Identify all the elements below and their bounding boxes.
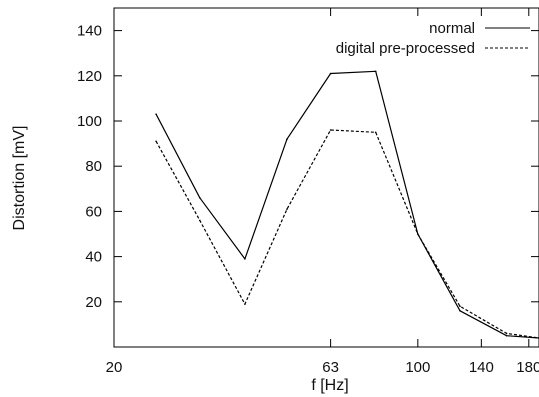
- data-point-normal-160: [505, 334, 508, 337]
- legend-label-digital-pre-processed: digital pre-processed: [336, 40, 475, 57]
- data-point-digital-pre-processed-63: [329, 129, 332, 131]
- data-point-normal-25: [155, 113, 157, 115]
- y-tick-label-120: 120: [77, 68, 102, 85]
- y-axis-label: Distortion [mV]: [11, 126, 28, 231]
- data-point-digital-pre-processed-100: [417, 233, 419, 235]
- data-point-digital-pre-processed-31.5: [199, 219, 201, 222]
- legend-label-normal: normal: [429, 20, 475, 37]
- legend: normal digital pre-processed: [336, 20, 530, 57]
- x-tick-label-140: 140: [469, 359, 494, 376]
- data-point-digital-pre-processed-50: [286, 208, 288, 210]
- x-tick-label-20: 20: [106, 359, 123, 376]
- y-tick-label-20: 20: [85, 294, 102, 311]
- data-point-normal-80: [374, 70, 377, 73]
- y-tick-label-40: 40: [85, 249, 102, 266]
- x-tick-label-180: 180: [516, 359, 539, 376]
- series-line-digital-pre-processed: [155, 129, 539, 339]
- data-point-normal-50: [286, 138, 288, 140]
- data-point-digital-pre-processed-40: [244, 303, 246, 305]
- data-point-normal-125: [459, 310, 461, 312]
- data-point-digital-pre-processed-80: [374, 131, 377, 134]
- y-tick-label-140: 140: [77, 23, 102, 40]
- data-point-normal-63: [329, 72, 332, 75]
- x-tick-label-63: 63: [322, 359, 339, 376]
- x-tick-label-100: 100: [405, 359, 430, 376]
- data-point-digital-pre-processed-125: [459, 305, 461, 308]
- data-point-digital-pre-processed-160: [505, 332, 508, 335]
- y-tick-label-100: 100: [77, 113, 102, 130]
- y-axis-ticks: 20 40 60 80 100 120 140: [77, 23, 539, 311]
- data-point-normal-40: [244, 258, 246, 260]
- y-tick-label-80: 80: [85, 158, 102, 175]
- x-axis-ticks: 20 63 100 140 180: [106, 8, 539, 376]
- x-axis-label: f [Hz]: [311, 377, 348, 394]
- data-point-digital-pre-processed-25: [155, 140, 157, 143]
- data-point-normal-31.5: [199, 197, 201, 199]
- plot-frame: [113, 7, 539, 348]
- series-line-normal: [155, 70, 539, 339]
- series-layer: [155, 70, 539, 339]
- y-tick-label-60: 60: [85, 203, 102, 220]
